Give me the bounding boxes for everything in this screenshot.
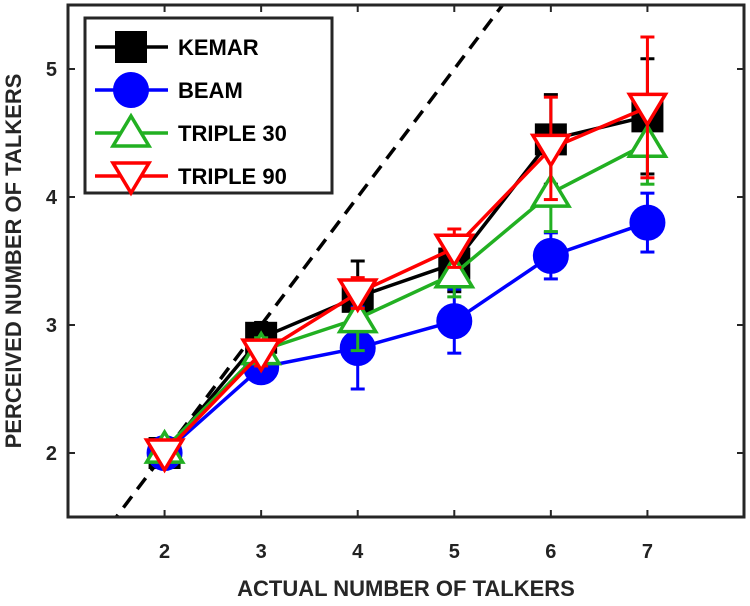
legend-label-kemar: KEMAR xyxy=(178,35,259,60)
legend-marker-kemar xyxy=(115,31,147,63)
data-point-triple-90 xyxy=(143,438,186,474)
legend-label-beam: BEAM xyxy=(178,78,243,103)
data-point-triple-30 xyxy=(336,298,379,334)
data-point-beam xyxy=(629,204,666,241)
y-axis-title: PERCEIVED NUMBER OF TALKERS xyxy=(1,74,26,449)
legend: KEMAR BEAM TRIPLE 30 TRIPLE 90 xyxy=(83,16,334,197)
data-point-beam xyxy=(532,237,569,274)
plot-frame xyxy=(66,3,746,519)
data-point-triple-90 xyxy=(240,338,283,374)
legend-marker-triple-90 xyxy=(109,161,153,197)
data-point-triple-90 xyxy=(433,233,476,269)
x-axis-title: ACTUAL NUMBER OF TALKERS xyxy=(237,576,575,601)
series-layer xyxy=(143,35,669,474)
data-point-beam xyxy=(436,303,473,340)
legend-label-triple-30: TRIPLE 30 xyxy=(178,121,287,146)
tick-layer: 2 3 4 5 6 7 2 3 4 5 xyxy=(46,5,744,563)
x-tick-label: 4 xyxy=(352,541,364,563)
legend-marker-beam xyxy=(113,72,149,108)
x-tick-label: 5 xyxy=(449,541,460,563)
data-point-triple-30 xyxy=(433,253,476,289)
x-tick-label: 2 xyxy=(159,541,170,563)
x-tick-label: 6 xyxy=(545,541,556,563)
x-tick-label: 3 xyxy=(256,541,267,563)
data-point-triple-90 xyxy=(626,92,669,128)
y-tick-label: 2 xyxy=(46,443,57,465)
y-tick-label: 4 xyxy=(46,187,58,209)
legend-marker-triple-30 xyxy=(109,112,153,148)
legend-label-triple-90: TRIPLE 90 xyxy=(178,164,287,189)
series-line-triple-30 xyxy=(163,141,649,451)
x-tick-label: 7 xyxy=(642,541,653,563)
data-point-triple-90 xyxy=(529,133,572,169)
y-tick-label: 3 xyxy=(46,315,57,337)
series-triple-90 xyxy=(143,35,669,474)
y-tick-label: 5 xyxy=(46,59,57,81)
data-point-triple-90 xyxy=(336,278,379,314)
